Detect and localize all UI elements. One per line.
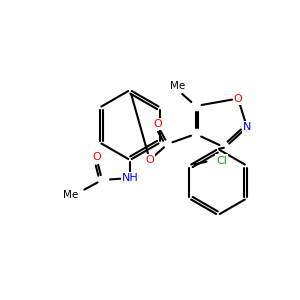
Text: O: O [93, 152, 101, 162]
Text: N: N [243, 122, 251, 132]
Text: NH: NH [122, 173, 138, 183]
Text: O: O [146, 155, 154, 165]
Text: O: O [234, 94, 242, 103]
Text: Me: Me [170, 81, 185, 91]
Text: Me: Me [63, 190, 78, 200]
Text: Cl: Cl [216, 155, 227, 166]
Text: O: O [153, 119, 162, 129]
